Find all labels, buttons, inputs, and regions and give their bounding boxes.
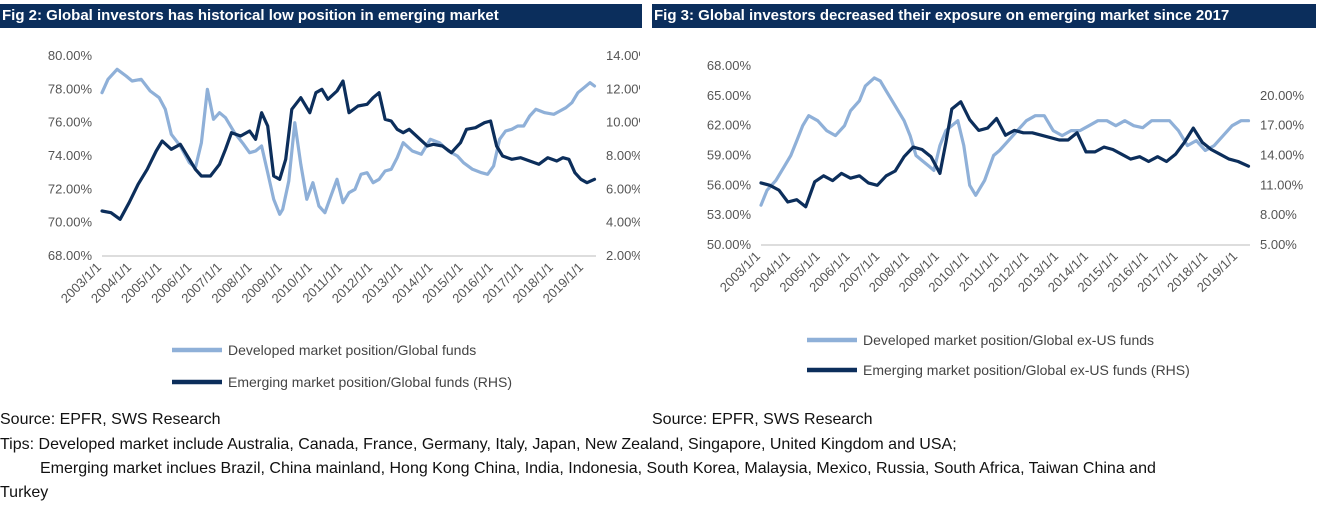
fig3-y-right-tick: 5.00%	[1260, 237, 1297, 252]
fig3-series-developed-line	[759, 76, 1251, 207]
fig2-y-left-tick: 78.00%	[48, 81, 93, 96]
fig3-y-left-tick: 65.00%	[707, 88, 752, 103]
fig3-series-emerging-line	[759, 100, 1251, 209]
fig3-legend-label-emerging: Emerging market position/Global ex-US fu…	[863, 362, 1190, 378]
fig3-y-left-tick: 68.00%	[707, 58, 752, 73]
fig2-y-left-tick: 68.00%	[48, 248, 93, 263]
fig2-y-right-tick: 10.00%	[606, 115, 640, 130]
fig2-y-left-tick: 74.00%	[48, 148, 93, 163]
fig2-series-emerging-line	[100, 79, 597, 221]
tips-line-2: Emerging market inclues Brazil, China ma…	[40, 460, 1156, 477]
figure-2-title: Fig 2: Global investors has historical l…	[0, 4, 642, 28]
fig3-y-left-tick: 53.00%	[707, 207, 752, 222]
fig3-y-left-tick: 59.00%	[707, 148, 752, 163]
figure-3-chart: 50.00% 53.00% 56.00% 59.00% 62.00% 65.00% 68.0…	[707, 58, 1305, 378]
tips-line-1: Tips: Developed market include Australia…	[0, 436, 957, 453]
fig3-y-left-tick: 62.00%	[707, 118, 752, 133]
fig2-y-left-tick: 76.00%	[48, 115, 93, 130]
fig2-legend-label-developed: Developed market position/Global funds	[228, 342, 476, 358]
fig2-y-right-tick: 14.00%	[606, 48, 640, 63]
fig2-series-developed-line	[100, 67, 597, 216]
fig2-y-left-tick: 80.00%	[48, 48, 93, 63]
figure-3-source: Source: EPFR, SWS Research	[652, 411, 873, 428]
fig3-y-left-tick: 50.00%	[707, 237, 752, 252]
fig3-y-right-tick: 17.00%	[1260, 118, 1305, 133]
fig2-y-right-tick: 4.00%	[606, 215, 640, 230]
fig3-y-right-tick: 20.00%	[1260, 88, 1305, 103]
fig2-y-left-tick: 70.00%	[48, 215, 93, 230]
fig3-y-right-tick: 14.00%	[1260, 148, 1305, 163]
fig3-y-right-tick: 8.00%	[1260, 207, 1297, 222]
figure-2-source: Source: EPFR, SWS Research	[0, 411, 221, 428]
fig2-legend-label-emerging: Emerging market position/Global funds (R…	[228, 374, 512, 390]
fig2-y-right-tick: 6.00%	[606, 181, 640, 196]
figure-3-title: Fig 3: Global investors decreased their …	[652, 4, 1316, 28]
fig2-y-left-tick: 72.00%	[48, 181, 93, 196]
fig3-y-left-tick: 56.00%	[707, 177, 752, 192]
fig2-y-right-tick: 12.00%	[606, 81, 640, 96]
tips-line-3: Turkey	[0, 484, 49, 501]
fig3-y-right-tick: 11.00%	[1260, 177, 1304, 192]
figure-2-chart: 68.00% 70.00% 72.00% 74.00% 76.00% 78.00% 80.0…	[48, 48, 640, 390]
fig2-y-right-tick: 2.00%	[606, 248, 640, 263]
fig3-legend-label-developed: Developed market position/Global ex-US f…	[863, 332, 1154, 348]
fig2-y-right-tick: 8.00%	[606, 148, 640, 163]
